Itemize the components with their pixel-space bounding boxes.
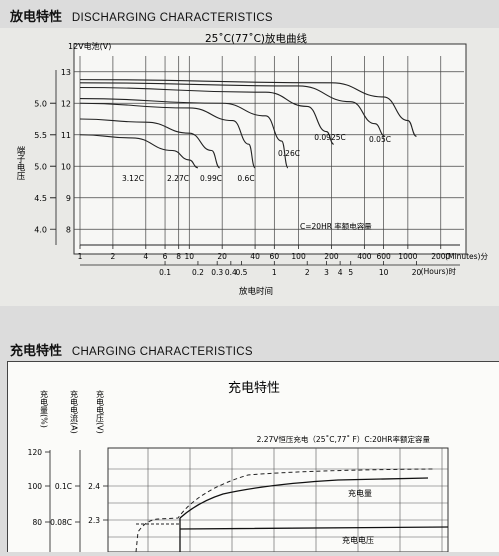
axis3-tick-label: 2.4 (88, 482, 100, 491)
axis2-tick-label: 0.08C (50, 518, 72, 527)
charging-title-zh: 充电特性 (10, 344, 63, 359)
x-axis-label: 放电时间 (239, 286, 273, 297)
x-tick-label-hours: 5 (348, 268, 353, 277)
discharge-curve (79, 102, 256, 169)
charge-amount-curve (135, 468, 434, 553)
y-axis-label: 端子电压 (15, 145, 25, 181)
series-label-charge-amount: 充电量 (348, 488, 372, 498)
x-tick-label-minutes: 100 (291, 252, 306, 261)
x-tick-label-minutes: 400 (357, 252, 372, 261)
x-tick-label-minutes: 6 (163, 252, 168, 261)
x-unit-minutes: (Minutes)分 (445, 252, 488, 261)
left-tick-label: 4.5 (34, 194, 47, 203)
series-label-charge-voltage: 充电电压 (342, 535, 374, 545)
curve-label: 0.6C (237, 174, 254, 183)
charge-voltage-curve-upper (179, 477, 429, 519)
x-tick-label-hours: 0.5 (235, 268, 247, 277)
x-tick-label-minutes: 1000 (398, 252, 417, 261)
discharging-title-zh: 放电特性 (10, 10, 63, 25)
y-tick-label: 12 (61, 99, 71, 108)
x-tick-label-minutes: 600 (376, 252, 391, 261)
x-tick-label-hours: 2 (305, 268, 310, 277)
left-tick-label: 5.0 (34, 162, 47, 171)
x-tick-label-hours: 10 (379, 268, 389, 277)
x-tick-label-minutes: 20 (217, 252, 227, 261)
x-tick-label-minutes: 2 (111, 252, 116, 261)
charge-voltage-curve (179, 518, 449, 552)
axis1-tick-label: 100 (28, 482, 43, 491)
x-tick-label-hours: 1 (272, 268, 277, 277)
charging-title-en: CHARGING CHARACTERISTICS (71, 346, 253, 358)
x-tick-label-hours: 20 (412, 268, 422, 277)
curve-label: 3.12C (122, 174, 144, 183)
x-tick-label-minutes: 1 (78, 252, 83, 261)
axis3-tick-label: 2.3 (88, 516, 100, 525)
charge-condition: 2.27V恒压充电（25˚C,77˚ F）C:20HR率额定容量 (257, 434, 431, 444)
x-tick-label-minutes: 200 (324, 252, 339, 261)
x-unit-hours: (Hours)时 (421, 266, 457, 276)
discharge-curve (79, 97, 289, 169)
discharge-curve (79, 79, 417, 137)
x-tick-label-minutes: 40 (250, 252, 260, 261)
x-tick-label-minutes: 10 (185, 252, 195, 261)
charge-chart: 充电特性 2.27V恒压充电（25˚C,77˚ F）C:20HR率额定容量 充电量(… (28, 380, 449, 553)
x-tick-label-minutes: 60 (270, 252, 280, 261)
axis1-tick-label: 80 (32, 518, 42, 527)
x-tick-label-hours: 4 (338, 268, 343, 277)
curve-label: 0.05C (369, 135, 391, 144)
y-tick-label: 11 (61, 131, 71, 140)
discharge-curve (79, 118, 221, 169)
curve-label: 0.26C (278, 149, 300, 158)
curve-label: 2.27C (167, 174, 189, 183)
x-tick-label-hours: 0.3 (211, 268, 223, 277)
discharge-chart-panel: 25˚C(77˚C)放电曲线 12V电池(V) 8 9 10 11 12 13 4.0 4.5 5.… (0, 28, 499, 306)
charge-axis-label-2: 充电电流(A) (70, 389, 79, 434)
y-tick-label: 9 (66, 194, 71, 203)
discharging-section-title: 放电特性 DISCHARGING CHARACTERISTICS (10, 6, 273, 25)
left-tick-label: 5.0 (34, 99, 47, 108)
chart-title: 25˚C(77˚C)放电曲线 (205, 32, 308, 45)
y-tick-label: 8 (66, 225, 71, 234)
x-tick-label-hours: 0.1 (159, 268, 171, 277)
left-tick-label: 5.5 (34, 131, 47, 140)
x-tick-label-minutes: 2000 (431, 252, 450, 261)
axis2-tick-label: 0.1C (55, 482, 72, 491)
discharge-curve (79, 82, 386, 137)
x-tick-label-hours: 0.2 (192, 268, 204, 277)
discharge-curve (79, 86, 335, 145)
charge-axis-label-3: 充电电压(V) (96, 389, 105, 434)
x-tick-label-minutes: 4 (143, 252, 148, 261)
x-tick-label-hours: 3 (324, 268, 329, 277)
y-tick-label: 13 (61, 68, 71, 77)
x-tick-label-hours: 0.4 (225, 268, 237, 277)
charge-axis-label-1: 充电量(%) (40, 389, 49, 428)
curve-label: 0.0925C (314, 133, 345, 142)
charge-chart-title: 充电特性 (228, 380, 280, 396)
left-tick-label: 4.0 (34, 225, 47, 234)
x-tick-label-minutes: 8 (176, 252, 181, 261)
charge-plot-frame (107, 447, 449, 553)
charge-chart-panel: 充电特性 2.27V恒压充电（25˚C,77˚ F）C:20HR率额定容量 充电量(… (7, 361, 499, 553)
curve-label: 0.99C (200, 174, 222, 183)
charging-section-title: 充电特性 CHARGING CHARACTERISTICS (10, 340, 253, 359)
discharge-chart: 25˚C(77˚C)放电曲线12V电池(V)89101112134.04.55.… (15, 32, 488, 297)
discharge-curve (79, 134, 199, 169)
unit-label: 12V电池(V) (68, 41, 111, 51)
axis1-tick-label: 120 (28, 448, 43, 457)
capacity-note: C=20HR 率额电容量 (300, 221, 372, 231)
discharging-title-en: DISCHARGING CHARACTERISTICS (71, 12, 273, 24)
plot-frame (73, 43, 467, 255)
y-tick-label: 10 (61, 162, 71, 171)
